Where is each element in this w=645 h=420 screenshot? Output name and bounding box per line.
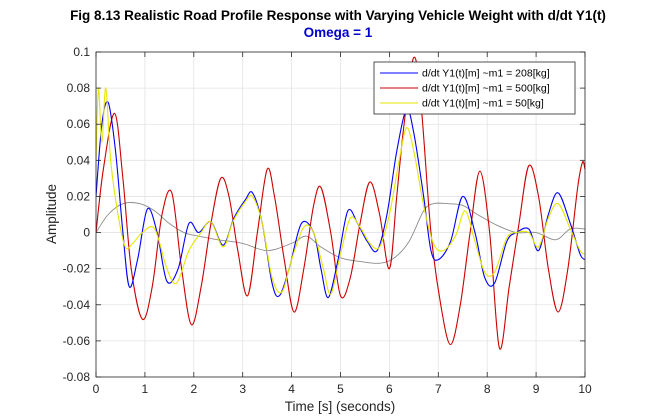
x-axis-label: Time [s] (seconds) [285,399,396,414]
y-tick-label: -0.02 [63,262,91,276]
x-tick-labels: 0 1 2 3 4 5 6 7 8 9 10 [93,382,592,396]
x-tick-label: 7 [435,382,442,396]
y-tick-label: 0.1 [73,45,90,59]
x-tick-label: 10 [578,382,592,396]
y-axis-label: Amplitude [44,184,59,244]
y-tick-label: -0.08 [63,370,91,384]
x-tick-label: 9 [533,382,540,396]
x-tick-label: 5 [337,382,344,396]
chart-subtitle: Omega = 1 [304,25,373,40]
series-line-m1-50 [96,87,585,295]
y-tick-label: 0.04 [67,153,91,167]
y-tick-label: 0 [83,226,90,240]
series-layer [96,56,585,350]
legend-entry-m1-50: d/dt Y1(t)[m] ~m1 = 50[kg] [422,98,544,110]
legend-entry-m1-500: d/dt Y1(t)[m] ~m1 = 500[kg] [422,83,550,95]
axis-ticks [95,51,586,378]
y-tick-label: 0.08 [67,81,91,95]
x-tick-label: 1 [142,382,149,396]
legend: d/dt Y1(t)[m] ~m1 = 208[kg] d/dt Y1(t)[m]… [373,61,576,115]
x-tick-label: 8 [484,382,491,396]
chart-title: Fig 8.13 Realistic Road Profile Response… [70,8,606,23]
x-tick-label: 2 [190,382,197,396]
legend-entry-m1-208: d/dt Y1(t)[m] ~m1 = 208[kg] [422,68,550,80]
x-tick-label: 6 [386,382,393,396]
x-tick-label: 0 [93,382,100,396]
y-tick-labels: -0.08 -0.06 -0.04 -0.02 0 0.02 0.04 0.06 0.08 0.1 [63,45,91,384]
y-tick-label: 0.02 [67,189,91,203]
x-tick-label: 3 [239,382,246,396]
x-tick-label: 4 [288,382,295,396]
y-tick-label: -0.04 [63,298,91,312]
y-tick-label: 0.06 [67,117,91,131]
y-tick-label: -0.06 [63,334,91,348]
series-line-reference [96,202,585,264]
